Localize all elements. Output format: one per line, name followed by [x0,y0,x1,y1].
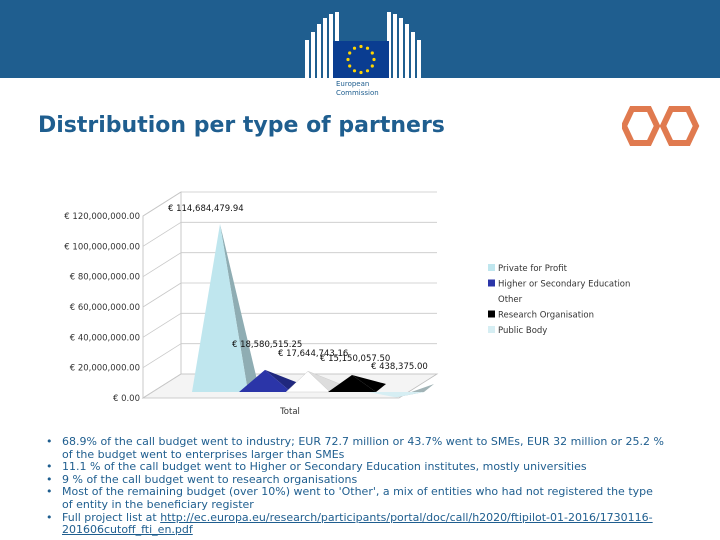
page-title: Distribution per type of partners [38,113,445,138]
eu-star [365,46,370,50]
legend-swatch [488,326,495,333]
bar-side-research-organisation [352,375,386,392]
x-category-label: Total [279,407,300,417]
project-list-link[interactable]: http://ec.europa.eu/research/participant… [62,510,653,537]
legend-label: Public Body [498,326,547,336]
bullet-text: Full project list at [62,510,161,524]
bar-side-public-body [396,384,434,398]
y-tick-label: € 100,000,000.00 [64,242,140,252]
bullet-item: 11.1 % of the call budget went to Higher… [46,460,666,474]
data-label: € 17,644,743.16 [278,349,348,359]
bar-other [285,370,331,393]
gridline-side [142,343,182,369]
bar-research-organisation [328,375,376,392]
eu-star [352,46,357,50]
eu-star [348,51,352,55]
ec-logo-text: European Commission [336,80,379,98]
y-tick-label: € 0.00 [113,394,140,404]
bullet-item: 68.9% of the call budget went to industr… [46,435,666,461]
legend-swatch [488,279,495,287]
y-tick-label: € 120,000,000.00 [64,212,140,222]
logo-text-line1: European [336,80,370,88]
legend-swatch [488,264,495,271]
y-tick-label: € 80,000,000.00 [70,273,140,283]
gridline-side [142,373,182,399]
bullet-text: 11.1 % of the call budget went to Higher… [62,460,587,474]
eu-star [365,69,370,73]
data-label: € 438,375.00 [371,362,428,372]
y-tick-label: € 40,000,000.00 [70,333,140,343]
bullet-text: Most of the remaining budget (over 10%) … [62,485,653,511]
y-tick-label: € 20,000,000.00 [70,364,140,374]
logo-text-line2: Commission [336,89,379,97]
legend-label: Higher or Secondary Education [498,280,630,290]
eu-star [359,44,363,49]
data-label: € 15,150,057.50 [320,354,390,364]
legend-swatch [488,310,495,318]
eu-star [370,51,374,55]
budget-distribution-chart: € 0.00 € 20,000,000.00 € 40,000,000.00 € 60… [64,191,630,417]
eu-star [372,57,376,62]
eu-star [348,64,352,68]
data-label: € 114,684,479.94 [168,204,244,214]
y-tick-label: € 60,000,000.00 [70,303,140,313]
bullet-list: 68.9% of the call budget went to industr… [46,435,666,537]
eu-star [359,70,363,75]
legend-label: Other [498,295,523,305]
eu-star [352,69,357,73]
gridline-side [142,252,182,278]
legend-label: Private for Profit [498,264,568,274]
bar-public-body [368,392,424,398]
bullet-item: 9 % of the call budget went to research … [46,472,666,487]
legend-label: Research Organisation [498,311,594,321]
eu-star [346,57,350,62]
gridline-side [142,191,182,217]
bullet-item: Most of the remaining budget (over 10%) … [46,486,666,511]
gridline-side [142,221,182,247]
hexagon-pair-icon [622,106,700,146]
bullet-text: 9 % of the call budget went to research … [62,472,358,486]
eu-star [370,64,374,68]
bar-private-for-profit [192,224,248,392]
data-label: € 18,580,515.25 [232,340,302,350]
european-commission-logo [305,12,421,80]
bar-side-private-for-profit [220,224,258,392]
bullet-text: 68.9% of the call budget went to industr… [62,435,664,461]
bullet-item: Full project list at http://ec.europa.eu… [46,510,666,537]
gridline-side [142,312,182,338]
gridline-side [142,282,182,308]
bar-higher-or-secondary-education [239,369,291,392]
